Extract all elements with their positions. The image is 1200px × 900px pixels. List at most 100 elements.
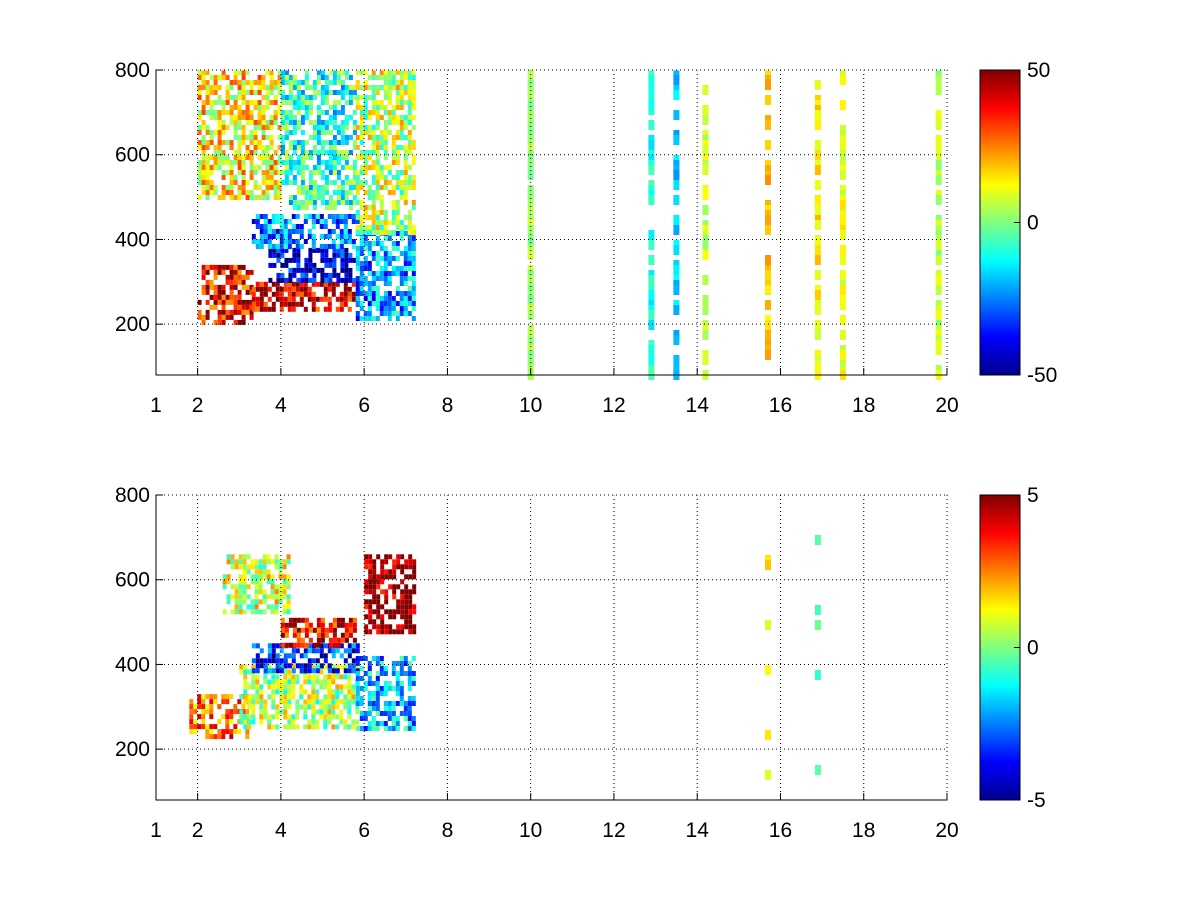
heatmap-cell	[335, 724, 340, 730]
heatmap-cell	[275, 219, 280, 224]
heatmap-cell	[222, 579, 227, 585]
heatmap-cell	[355, 185, 360, 190]
heatmap-cell	[229, 694, 234, 700]
heatmap-cell	[237, 279, 242, 285]
heatmap-cell	[245, 100, 250, 105]
heatmap-cell	[395, 246, 400, 251]
heatmap-cell	[355, 225, 360, 230]
heatmap-cell	[673, 305, 680, 315]
heatmap-cell	[201, 180, 206, 185]
heatmap-cell	[399, 145, 404, 150]
heatmap-cell	[265, 185, 270, 190]
heatmap-cell	[197, 160, 202, 165]
heatmap-cell	[201, 190, 206, 195]
heatmap-cell	[379, 165, 384, 170]
heatmap-cell	[407, 266, 412, 271]
heatmap-cell	[403, 225, 408, 230]
heatmap-cell	[209, 130, 214, 135]
heatmap-cell	[404, 619, 409, 625]
y-tick-label: 200	[115, 313, 150, 336]
heatmap-cell	[243, 714, 248, 720]
heatmap-cell	[323, 674, 328, 680]
heatmap-cell	[375, 276, 380, 281]
heatmap-cell	[380, 564, 385, 570]
heatmap-cell	[336, 200, 341, 205]
heatmap-cell	[307, 234, 312, 239]
heatmap-cell	[323, 653, 328, 659]
heatmap-cell	[411, 155, 416, 160]
heatmap-cell	[327, 694, 332, 700]
heatmap-cell	[323, 643, 328, 649]
heatmap-cell	[197, 195, 202, 200]
heatmap-cell	[336, 190, 341, 195]
heatmap-cell	[339, 719, 344, 725]
heatmap-cell	[277, 105, 282, 110]
heatmap-cell	[257, 120, 262, 125]
heatmap-cell	[303, 709, 308, 715]
heatmap-cell	[307, 719, 312, 725]
heatmap-cell	[316, 165, 321, 170]
heatmap-cells	[197, 70, 942, 380]
heatmap-cell	[328, 160, 333, 165]
heatmap-cell	[254, 604, 259, 610]
heatmap-cell	[283, 281, 288, 287]
heatmap-cell	[527, 120, 534, 130]
heatmap-cell	[352, 160, 357, 165]
heatmap-cell	[222, 584, 227, 590]
heatmap-cell	[201, 704, 206, 710]
heatmap-cell	[304, 257, 309, 263]
heatmap-cell	[323, 306, 328, 312]
heatmap-cell	[355, 296, 360, 301]
heatmap-cell	[335, 699, 340, 705]
heatmap-cell	[237, 289, 242, 295]
heatmap-cell	[399, 251, 404, 256]
heatmap-cell	[274, 559, 279, 565]
heatmap-cell	[404, 589, 409, 595]
heatmap-cell	[359, 70, 364, 75]
heatmap-cell	[217, 160, 222, 165]
heatmap-cell	[282, 564, 287, 570]
heatmap-cell	[411, 241, 416, 246]
heatmap-cell	[263, 301, 268, 307]
heatmap-cell	[323, 704, 328, 710]
heatmap-cell	[336, 617, 341, 623]
heatmap-cell	[403, 115, 408, 120]
heatmap-cell	[221, 319, 226, 325]
heatmap-cell	[328, 257, 333, 263]
heatmap-cell	[383, 711, 388, 716]
heatmap-cell	[271, 674, 276, 680]
heatmap-cell	[814, 255, 821, 265]
heatmap-cell	[226, 594, 231, 600]
heatmap-cell	[307, 658, 312, 664]
heatmap-cell	[400, 629, 405, 635]
heatmap-cell	[343, 658, 348, 664]
heatmap-cell	[273, 195, 278, 200]
heatmap-cell	[229, 115, 234, 120]
heatmap-cell	[411, 246, 416, 251]
heatmap-cell	[339, 239, 344, 244]
heatmap-cell	[383, 165, 388, 170]
heatmap-cell	[237, 699, 242, 705]
heatmap-cell	[367, 75, 372, 80]
heatmap-cell	[239, 714, 244, 720]
heatmap-cell	[392, 589, 397, 595]
heatmap-cell	[332, 165, 337, 170]
heatmap-cell	[648, 290, 655, 300]
heatmap-cell	[312, 150, 317, 155]
heatmap-cell	[375, 701, 380, 706]
heatmap-cell	[399, 185, 404, 190]
heatmap-cell	[355, 251, 360, 256]
heatmap-cell	[237, 80, 242, 85]
heatmap-cell	[201, 694, 206, 700]
heatmap-cell	[367, 306, 372, 311]
heatmap-cell	[251, 694, 256, 700]
heatmap-cell	[316, 195, 321, 200]
heatmap-cell	[221, 699, 226, 705]
heatmap-cell	[265, 145, 270, 150]
heatmap-cell	[363, 681, 368, 686]
heatmap-cell	[399, 266, 404, 271]
heatmap-cell	[241, 304, 246, 310]
heatmap-cell	[375, 291, 380, 296]
heatmap-cell	[271, 301, 276, 307]
heatmap-cell	[307, 674, 312, 680]
